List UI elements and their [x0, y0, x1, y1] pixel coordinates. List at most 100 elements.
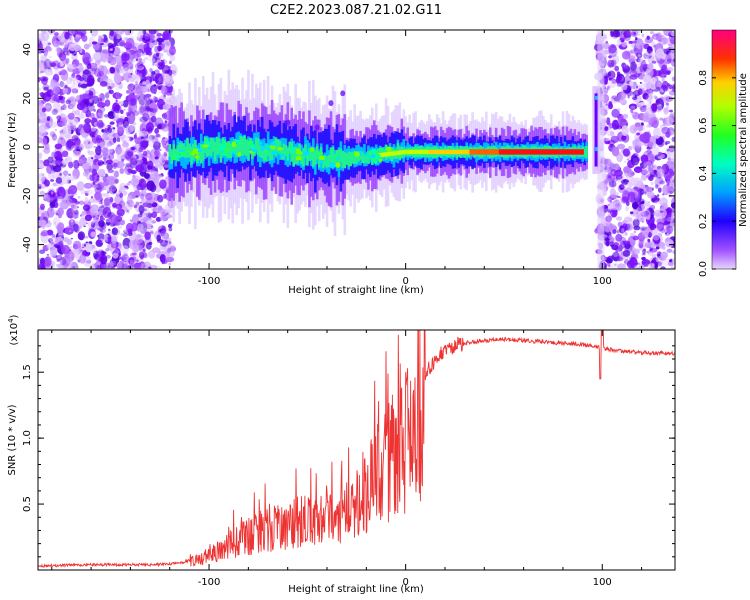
noise-blob: [86, 74, 95, 87]
noise-blob: [122, 232, 128, 238]
noise-blob: [77, 195, 81, 199]
noise-blob: [168, 241, 172, 245]
noise-blob: [642, 112, 651, 123]
noise-blob: [137, 151, 142, 155]
noise-blob: [139, 106, 145, 114]
noise-blob: [631, 112, 636, 117]
noise-blob: [56, 121, 62, 127]
noise-blob: [38, 87, 42, 91]
band-blob: [378, 158, 383, 162]
noise-blob: [66, 53, 70, 56]
noise-blob: [38, 132, 44, 139]
noise-blob: [640, 154, 649, 163]
noise-blob: [629, 74, 638, 80]
noise-blob: [56, 258, 60, 262]
noise-blob: [607, 79, 617, 89]
band-core: [540, 149, 543, 155]
band-cell: [351, 151, 354, 164]
noise-blob: [128, 228, 133, 235]
noise-blob: [58, 240, 64, 249]
noise-blob: [135, 190, 140, 195]
noise-blob: [52, 87, 61, 94]
noise-blob: [656, 168, 665, 178]
noise-blob: [53, 201, 59, 209]
noise-blob: [157, 225, 167, 234]
noise-blob: [73, 60, 76, 63]
noise-blob: [86, 190, 90, 194]
noise-blob: [84, 197, 89, 204]
noise-blob: [78, 114, 86, 119]
band-cell: [306, 153, 309, 166]
noise-blob: [109, 214, 119, 227]
noise-blob: [660, 37, 664, 40]
noise-blob: [669, 187, 675, 192]
noise-blob: [73, 249, 79, 258]
noise-blob: [80, 111, 84, 116]
noise-blob: [605, 40, 609, 44]
noise-blob: [139, 160, 144, 165]
noise-blob: [80, 249, 84, 253]
band-core: [412, 149, 415, 155]
band-cell: [209, 137, 213, 157]
noise-blob: [164, 145, 168, 148]
noise-blob: [127, 83, 136, 92]
noise-blob: [612, 210, 616, 216]
noise-blob: [38, 162, 45, 169]
band-core: [534, 149, 537, 155]
noise-blob: [607, 204, 610, 206]
noise-blob: [620, 182, 627, 189]
noise-blob: [104, 92, 110, 99]
noise-blob: [67, 122, 73, 130]
band-core: [467, 149, 470, 155]
noise-blob: [608, 264, 611, 268]
noise-blob: [149, 68, 153, 73]
noise-blob: [671, 76, 675, 82]
noise-blob: [138, 30, 144, 36]
noise-blob: [85, 241, 89, 244]
noise-blob: [656, 221, 665, 232]
noise-blob: [112, 204, 117, 209]
noise-blob: [648, 201, 651, 203]
noise-blob: [40, 231, 47, 237]
noise-blob: [616, 32, 619, 35]
noise-blob: [638, 198, 645, 205]
noise-blob: [647, 141, 654, 148]
noise-blob: [672, 179, 675, 183]
noise-blob: [120, 245, 130, 254]
band-blob: [385, 146, 392, 152]
noise-blob: [636, 132, 641, 136]
noise-blob: [107, 229, 112, 234]
noise-blob: [51, 108, 58, 116]
noise-blob: [630, 211, 634, 215]
noise-blob: [72, 150, 82, 158]
noise-blob: [40, 50, 45, 54]
noise-blob: [664, 116, 674, 127]
band-core: [469, 149, 472, 155]
band-blob: [202, 144, 209, 148]
noise-blob: [124, 163, 127, 166]
noise-blob: [97, 161, 102, 166]
noise-blob: [51, 164, 54, 168]
noise-blob: [56, 263, 61, 268]
noise-blob: [168, 224, 172, 229]
noise-blob: [158, 154, 167, 166]
noise-blob: [640, 201, 645, 204]
noise-blob: [138, 57, 142, 62]
noise-blob: [159, 81, 163, 85]
noise-blob: [621, 50, 631, 60]
band-cell: [333, 153, 337, 167]
noise-blob: [667, 182, 670, 186]
noise-blob: [629, 31, 634, 37]
noise-blob: [136, 183, 142, 191]
colorbar-tick-label: 0.4: [698, 165, 709, 181]
band-cell: [337, 149, 341, 164]
noise-blob: [133, 134, 137, 139]
noise-blob: [614, 65, 620, 72]
noise-blob: [651, 254, 657, 258]
noise-blob: [161, 123, 170, 132]
noise-blob: [94, 191, 103, 202]
noise-blob: [659, 180, 665, 185]
noise-blob: [625, 205, 630, 212]
noise-blob: [140, 161, 144, 165]
noise-blob: [39, 92, 42, 96]
